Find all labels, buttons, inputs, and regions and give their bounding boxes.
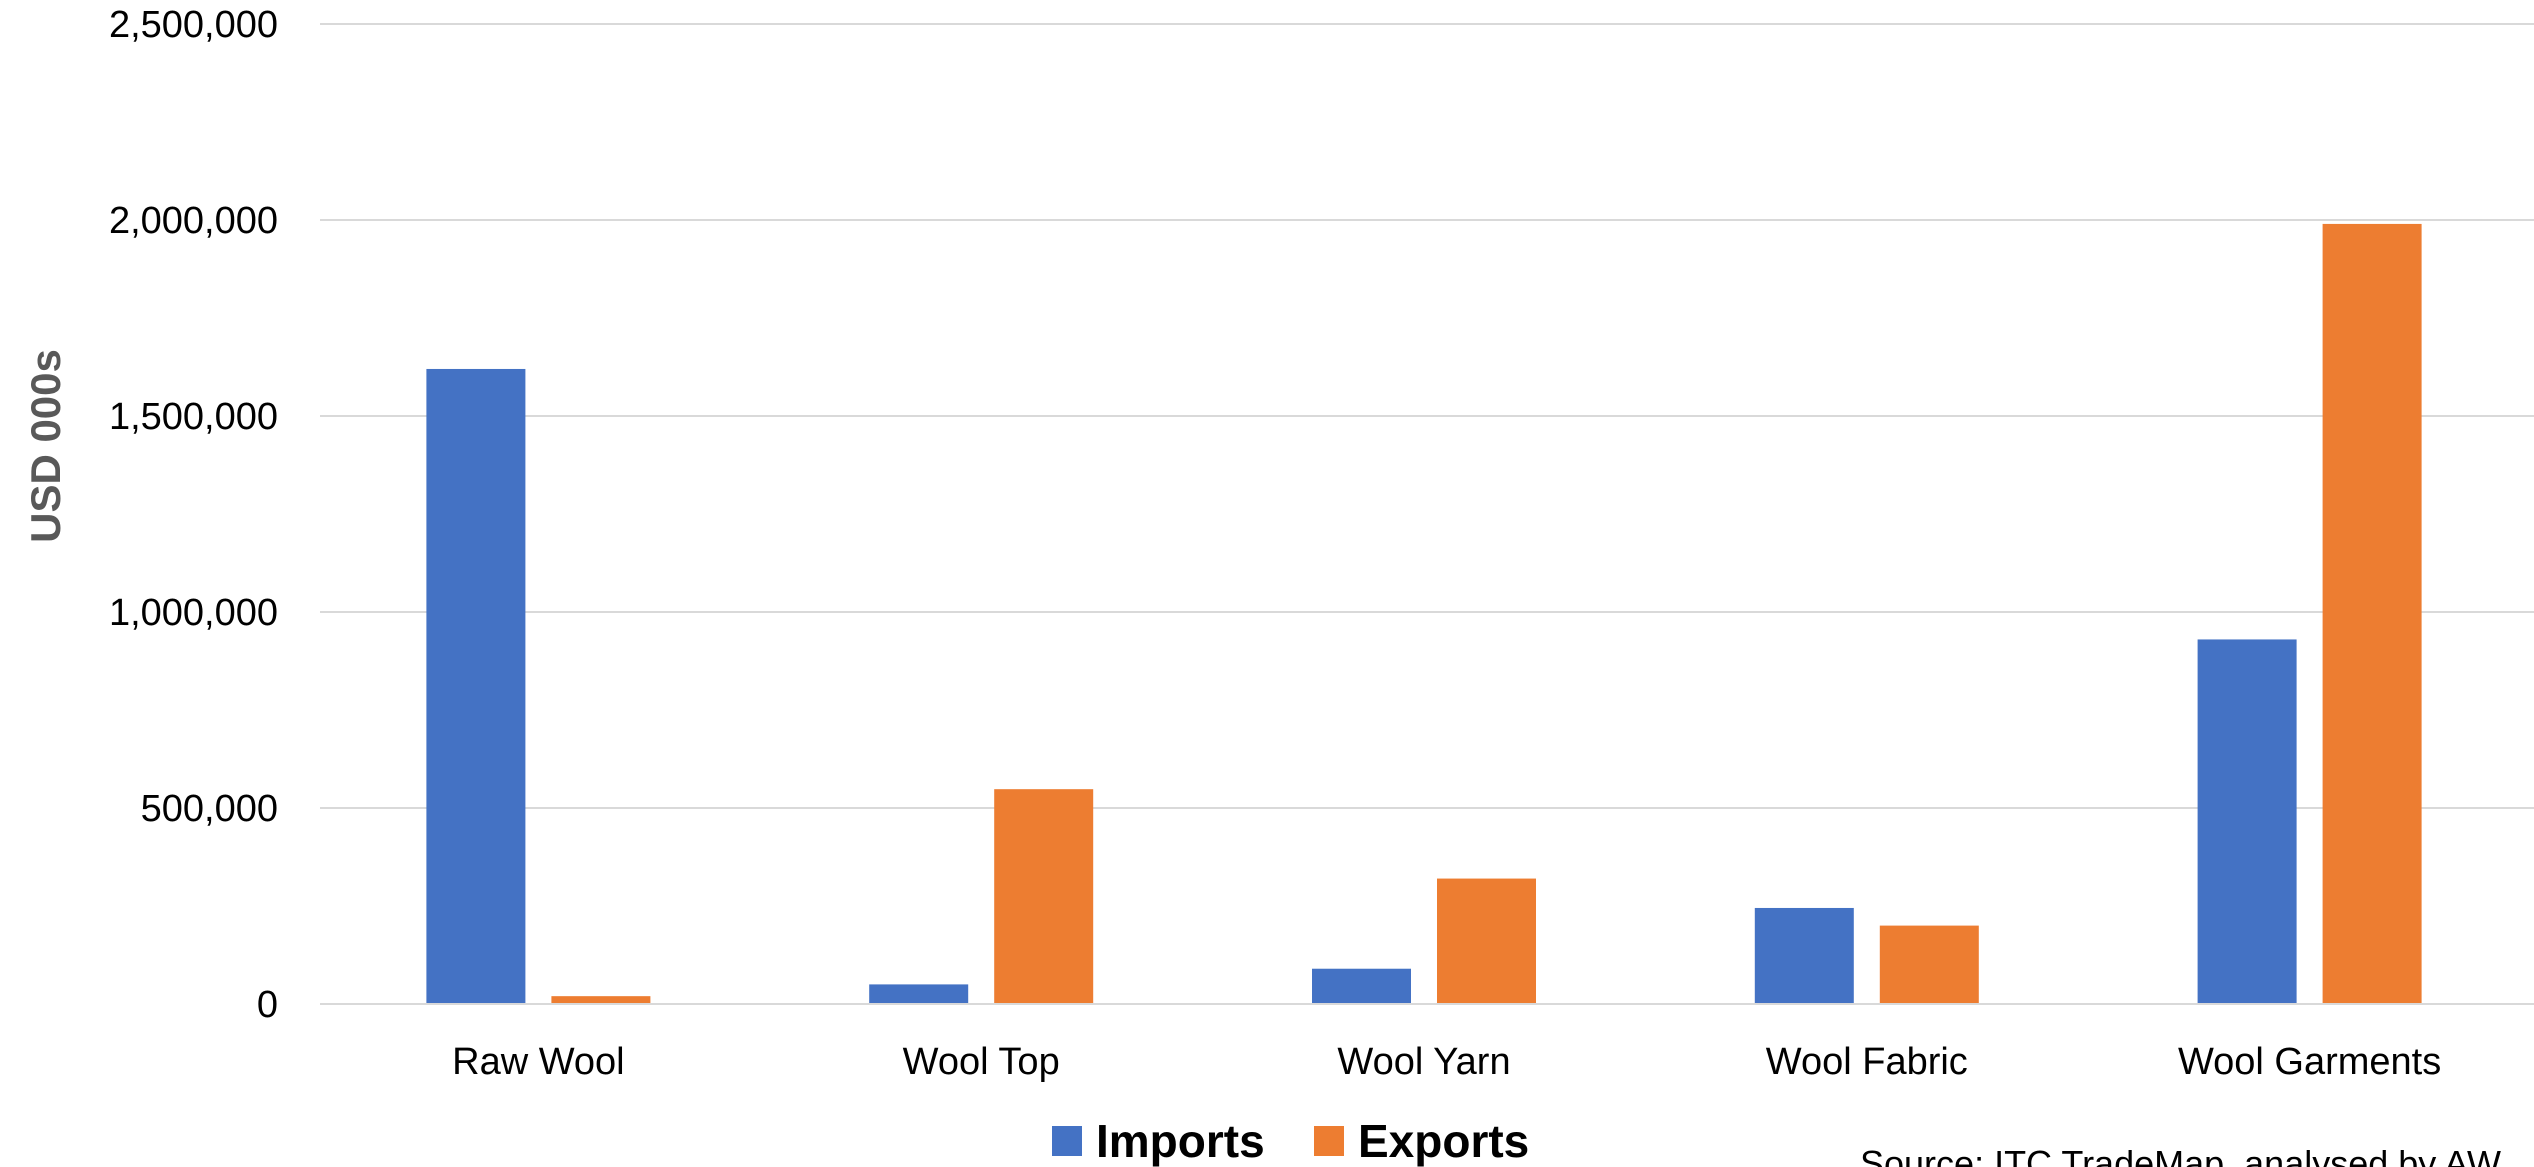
bar-exports-wool-garments [2322, 223, 2422, 1005]
legend: Imports Exports [1052, 1115, 1529, 1167]
legend-swatch-imports [1052, 1126, 1082, 1156]
gridlines [320, 23, 2534, 809]
bar-exports-wool-yarn [1437, 878, 1536, 1004]
x-category-label: Wool Yarn [1337, 1041, 1510, 1083]
y-tick-label: 0 [257, 984, 278, 1026]
y-tick-label: 500,000 [141, 788, 278, 830]
bar-exports-wool-fabric [1879, 925, 1979, 1004]
y-axis-ticks: 0 500,000 1,000,000 1,500,000 2,000,000 2,500… [109, 4, 278, 1026]
source-note: Source: ITC TradeMap, analysed by AW [1860, 1143, 2501, 1167]
y-tick-label: 1,000,000 [109, 592, 278, 634]
x-category-label: Wool Fabric [1766, 1041, 1968, 1083]
bar-exports-wool-top [994, 789, 1094, 1004]
x-category-label: Wool Garments [2178, 1041, 2441, 1083]
bar-imports-wool-yarn [1312, 968, 1411, 1004]
x-category-label: Raw Wool [452, 1041, 624, 1083]
x-category-label: Wool Top [903, 1041, 1060, 1083]
bar-exports-raw-wool [551, 996, 651, 1004]
bar-imports-wool-top [869, 984, 969, 1004]
bars [426, 223, 2422, 1005]
legend-label-exports: Exports [1358, 1115, 1529, 1167]
x-axis-categories: Raw Wool Wool Top Wool Yarn Wool Fabric Wool… [452, 1041, 2441, 1083]
legend-label-imports: Imports [1096, 1115, 1265, 1167]
y-tick-label: 2,500,000 [109, 4, 278, 46]
y-tick-label: 1,500,000 [109, 396, 278, 438]
y-tick-label: 2,000,000 [109, 200, 278, 242]
bar-imports-wool-garments [2197, 639, 2297, 1004]
bar-imports-raw-wool [426, 368, 526, 1005]
legend-swatch-exports [1314, 1126, 1344, 1156]
y-axis-label: USD 000s [22, 349, 69, 543]
bar-imports-wool-fabric [1754, 907, 1854, 1004]
